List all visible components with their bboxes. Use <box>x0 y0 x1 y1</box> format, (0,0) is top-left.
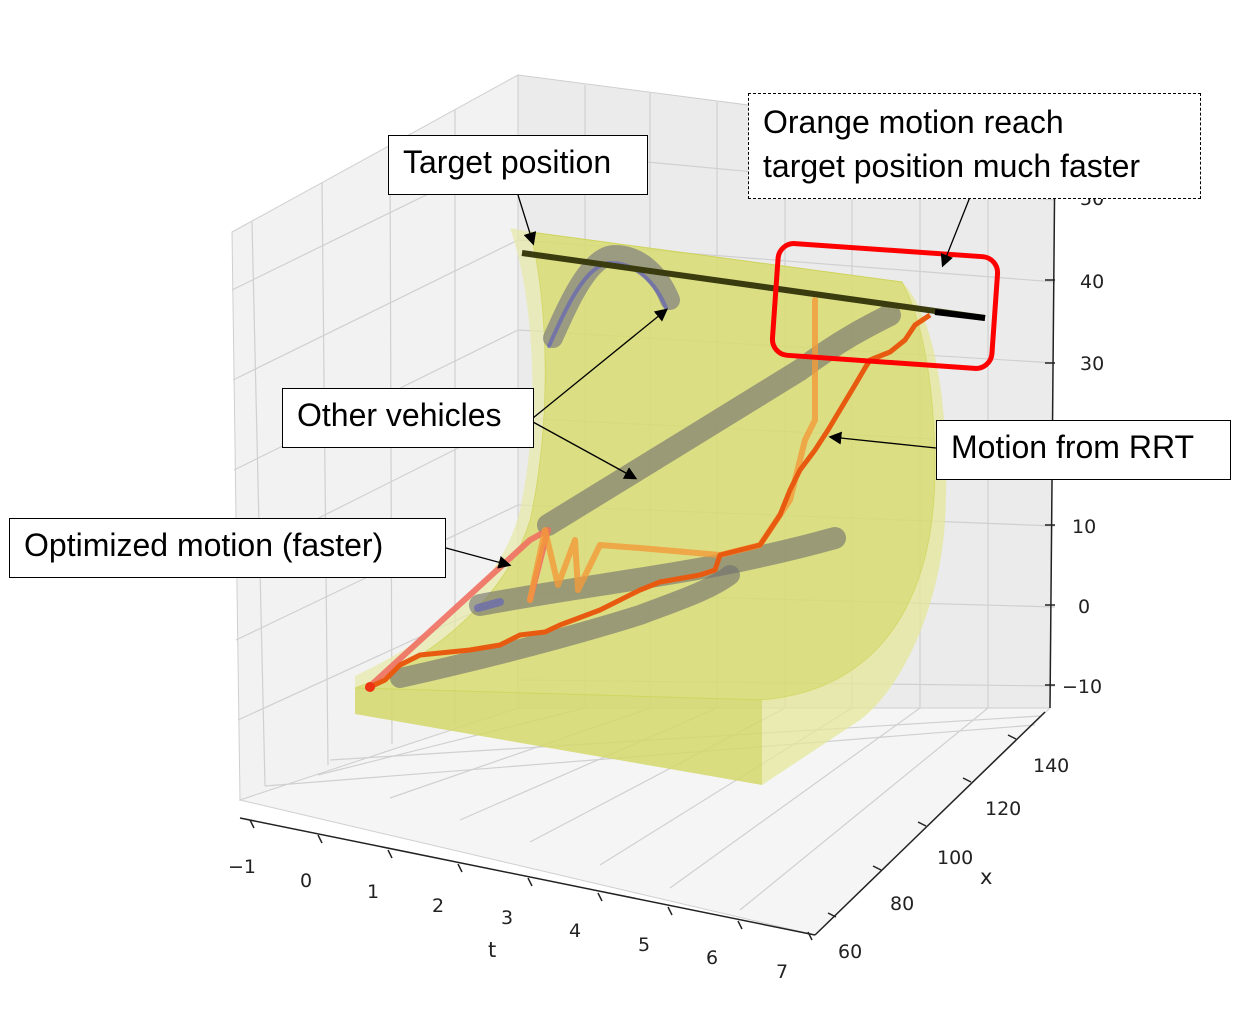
x-tick: 80 <box>890 893 914 915</box>
rrt-arrow <box>828 431 937 449</box>
optimized-motion-label: Optimized motion (faster) <box>24 527 384 563</box>
x-tick-labels: 60 80 100 120 140 <box>838 755 1069 963</box>
t-axis-label: t <box>488 938 496 962</box>
optimized-path-secondary <box>527 297 818 603</box>
y-tick: 0 <box>1078 596 1090 618</box>
vehicle-paths <box>390 244 901 688</box>
x-tick: 60 <box>838 941 862 963</box>
rrt-motion-label: Motion from RRT <box>951 429 1195 465</box>
t-tick: −1 <box>228 856 256 878</box>
rrt-motion-callout: Motion from RRT <box>936 420 1231 480</box>
y-tick: 30 <box>1080 353 1104 375</box>
x-tick: 140 <box>1033 755 1069 777</box>
x-axis-label: x <box>980 865 992 889</box>
other-vehicles-callout: Other vehicles <box>282 388 534 448</box>
orange-motion-line2: target position much faster <box>763 148 1141 184</box>
t-tick: 6 <box>706 947 718 969</box>
t-tick: 4 <box>569 920 581 942</box>
t-tick: 1 <box>367 881 379 903</box>
vehicle-path <box>469 527 846 616</box>
target-position-callout: Target position <box>388 135 648 195</box>
target-line <box>521 250 986 321</box>
t-tick: 0 <box>300 870 312 892</box>
optimized-arrow <box>445 547 512 569</box>
other-arrow-upper <box>532 308 669 419</box>
rrt-path <box>366 312 932 691</box>
orange-motion-callout: Orange motion reach target position much… <box>748 93 1201 199</box>
t-tick: 5 <box>638 934 650 956</box>
x-tick: 120 <box>985 798 1021 820</box>
start-point <box>365 682 375 692</box>
vehicle-path <box>474 598 504 612</box>
t-tick-labels: −1 0 1 2 3 4 5 6 7 <box>228 856 788 983</box>
y-tick: −10 <box>1062 676 1102 698</box>
target-line-front <box>934 309 986 321</box>
t-tick: 7 <box>776 961 788 983</box>
y-tick: 10 <box>1072 516 1096 538</box>
highlight-box <box>769 241 1001 371</box>
orange-motion-line1: Orange motion reach <box>763 104 1064 140</box>
t-tick: 2 <box>432 895 444 917</box>
annotation-arrows <box>445 194 971 569</box>
target-position-label: Target position <box>403 144 612 180</box>
x-tick: 100 <box>937 847 973 869</box>
vehicle-path <box>390 565 740 688</box>
target-arrow <box>517 194 537 246</box>
t-tick: 3 <box>501 907 513 929</box>
y-tick: 40 <box>1080 271 1104 293</box>
other-vehicles-label: Other vehicles <box>297 397 502 433</box>
orange-arrow <box>940 196 971 268</box>
optimized-motion <box>365 297 818 691</box>
optimized-motion-callout: Optimized motion (faster) <box>9 518 446 578</box>
other-arrow-lower <box>532 421 638 480</box>
vehicle-path <box>537 304 901 536</box>
